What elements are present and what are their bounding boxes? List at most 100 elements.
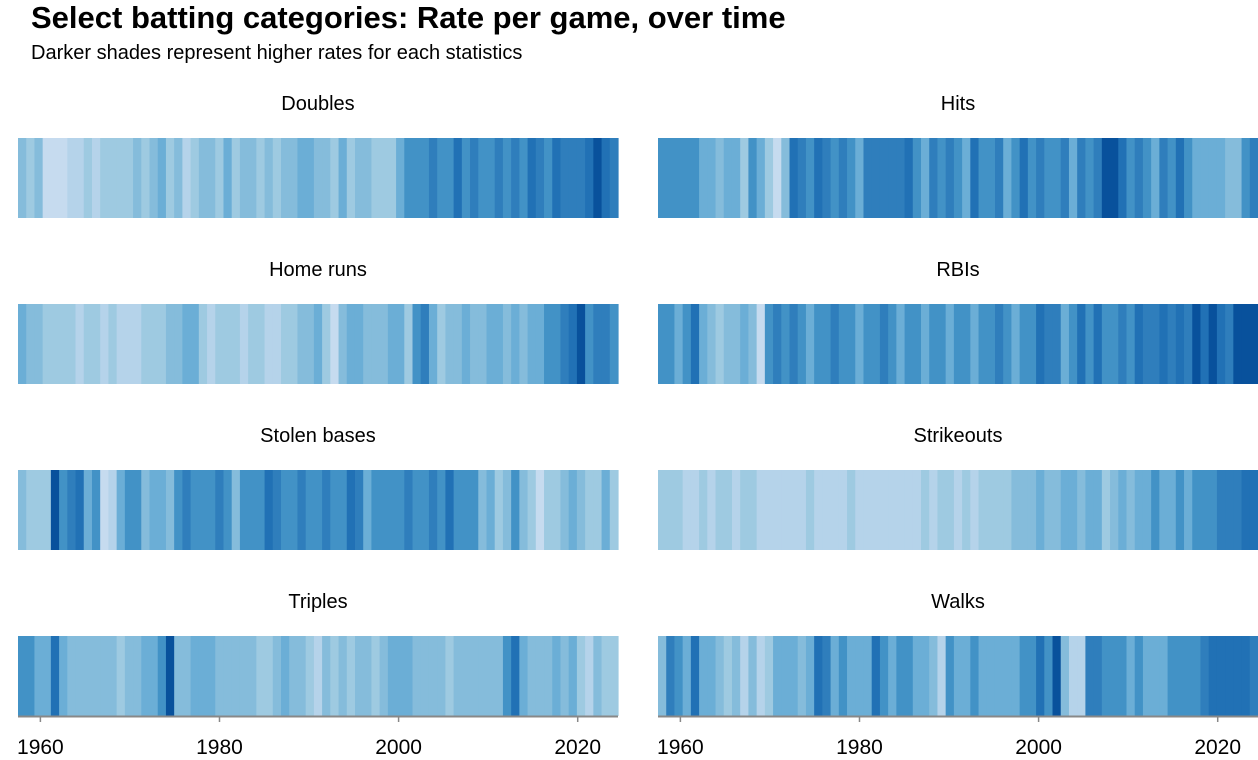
stripe-1972 (773, 470, 782, 550)
stripe-2000 (363, 470, 373, 550)
stripe-1988 (264, 304, 274, 384)
stripe-2013 (1110, 138, 1119, 218)
stripe-1991 (289, 636, 299, 716)
stripe-1977 (174, 304, 183, 384)
stripe-1960 (34, 304, 44, 384)
stripe-1992 (937, 636, 947, 716)
stripe-2002 (1019, 304, 1029, 384)
stripe-1983 (223, 138, 233, 218)
stripe-2028 (1233, 636, 1243, 716)
panel-doubles: Doubles (18, 93, 619, 218)
stripe-1979 (190, 304, 200, 384)
stripe-2006 (412, 636, 422, 716)
stripe-2024 (1200, 636, 1210, 716)
stripe-2020 (1167, 304, 1177, 384)
stripe-1997 (978, 470, 988, 550)
stripe-1971 (124, 138, 134, 218)
stripe-1984 (231, 304, 241, 384)
stripe-1962 (50, 636, 60, 716)
stripe-2004 (1036, 470, 1045, 550)
stripe-1970 (116, 636, 126, 716)
stripe-1984 (871, 138, 881, 218)
stripe-1967 (731, 636, 741, 716)
stripe-2009 (437, 304, 446, 384)
stripe-1966 (723, 636, 733, 716)
stripe-1982 (855, 636, 865, 716)
stripe-2025 (568, 304, 578, 384)
stripe-1984 (871, 470, 881, 550)
stripe-2002 (1019, 470, 1029, 550)
stripe-1990 (921, 304, 930, 384)
stripe-2004 (396, 304, 405, 384)
stripe-1993 (945, 138, 955, 218)
stripe-2015 (1126, 470, 1136, 550)
stripe-1965 (75, 138, 85, 218)
stripe-2018 (1151, 304, 1160, 384)
panel-title: Doubles (281, 93, 354, 115)
stripe-2001 (371, 636, 381, 716)
stripe-2018 (1151, 470, 1160, 550)
stripe-1995 (322, 138, 331, 218)
stripe-1985 (879, 470, 889, 550)
stripe-1968 (740, 138, 750, 218)
stripe-2010 (445, 304, 455, 384)
stripe-1989 (272, 636, 282, 716)
stripe-2019 (1159, 470, 1169, 550)
stripe-2009 (1077, 304, 1086, 384)
stripe-1965 (75, 470, 85, 550)
stripe-1973 (141, 138, 151, 218)
stripe-1982 (215, 304, 225, 384)
stripe-2012 (461, 138, 471, 218)
stripe-1967 (731, 138, 741, 218)
stripe-1988 (264, 138, 274, 218)
stripe-2005 (404, 470, 414, 550)
stripe-1976 (805, 636, 815, 716)
stripe-1989 (272, 138, 282, 218)
stripe-2026 (576, 470, 586, 550)
stripe-1995 (962, 304, 971, 384)
stripe-1961 (42, 470, 52, 550)
stripe-2027 (585, 138, 594, 218)
stripe-1958 (18, 304, 27, 384)
stripe-1998 (346, 470, 356, 550)
stripe-2021 (1175, 470, 1185, 550)
stripe-1985 (239, 470, 249, 550)
stripe-1977 (814, 636, 823, 716)
stripe-1967 (731, 470, 741, 550)
stripe-2029 (1241, 470, 1251, 550)
stripe-2012 (461, 636, 471, 716)
stripe-1962 (690, 470, 700, 550)
stripe-2021 (535, 304, 545, 384)
stripe-1963 (699, 138, 708, 218)
stripe-1993 (305, 138, 315, 218)
stripe-1987 (256, 470, 266, 550)
stripe-2028 (1233, 138, 1243, 218)
stripe-1992 (297, 470, 307, 550)
stripe-2002 (379, 636, 389, 716)
stripe-2022 (544, 470, 553, 550)
stripe-2022 (544, 304, 553, 384)
stripe-2017 (1142, 470, 1152, 550)
stripe-1959 (666, 470, 676, 550)
stripe-2017 (502, 304, 512, 384)
stripe-2021 (1175, 304, 1185, 384)
stripe-1993 (945, 304, 955, 384)
stripe-2006 (1052, 470, 1062, 550)
stripe-1991 (929, 636, 939, 716)
stripe-2026 (1216, 138, 1226, 218)
stripe-1972 (133, 470, 142, 550)
stripe-1974 (789, 470, 799, 550)
stripe-1976 (805, 304, 815, 384)
stripe-1975 (157, 636, 167, 716)
stripe-1995 (962, 636, 971, 716)
stripe-2006 (412, 304, 422, 384)
stripe-2013 (470, 138, 479, 218)
stripe-2003 (1027, 138, 1037, 218)
stripe-1987 (256, 304, 266, 384)
stripe-1976 (165, 138, 175, 218)
stripe-2013 (470, 636, 479, 716)
stripe-1977 (814, 304, 823, 384)
panel-title: Triples (288, 591, 347, 613)
stripe-1989 (912, 636, 922, 716)
stripe-1968 (100, 138, 110, 218)
